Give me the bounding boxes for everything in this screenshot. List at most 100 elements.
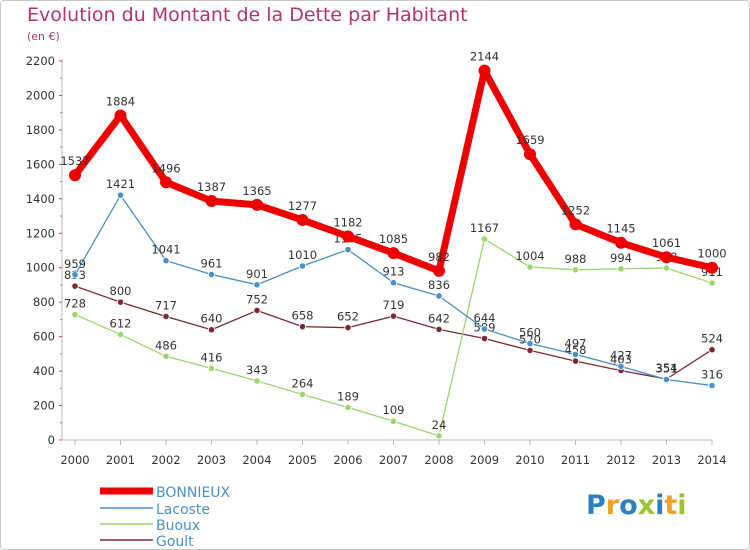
data-label: 316 (701, 368, 723, 382)
x-tick-label: 2002 (151, 453, 180, 467)
data-point (571, 266, 580, 274)
data-label: 524 (701, 332, 723, 346)
data-label: 24 (432, 418, 447, 432)
x-tick-label: 2000 (60, 453, 89, 467)
data-label: 1252 (561, 203, 590, 217)
data-point (207, 364, 216, 372)
data-point (433, 264, 445, 277)
data-point (116, 298, 125, 306)
data-label: 403 (610, 353, 632, 367)
data-label: 486 (155, 338, 177, 352)
data-label: 497 (565, 336, 587, 350)
chart-title: Evolution du Montant de la Dette par Hab… (27, 4, 468, 26)
data-label: 109 (383, 403, 405, 417)
data-point (298, 323, 307, 331)
logo-letter: i (677, 490, 687, 521)
data-label: 189 (337, 389, 359, 403)
data-label: 1085 (379, 232, 408, 246)
y-tick-label: 800 (33, 295, 55, 309)
y-tick-label: 1200 (26, 226, 55, 240)
data-point (71, 271, 79, 279)
logo-letter: r (605, 490, 620, 521)
data-label: 752 (246, 292, 268, 306)
y-tick-label: 2200 (26, 54, 55, 68)
data-label: 343 (246, 363, 268, 377)
logo-letter: t (664, 490, 678, 521)
data-label: 1421 (106, 177, 135, 191)
data-point (251, 198, 263, 211)
logo-letter: o (619, 490, 638, 521)
y-tick-label: 200 (33, 399, 55, 413)
data-label: 1010 (288, 248, 317, 262)
data-point (253, 377, 261, 385)
data-point (435, 292, 443, 300)
data-point (615, 236, 627, 249)
data-point (296, 214, 309, 227)
data-label: 1041 (151, 243, 180, 257)
data-point (526, 346, 534, 355)
data-point (662, 375, 671, 384)
data-point (71, 310, 79, 319)
data-label: 560 (519, 326, 541, 340)
data-label: 264 (292, 377, 314, 391)
data-point (480, 334, 489, 343)
data-point (708, 346, 716, 354)
x-tick-label: 2007 (379, 453, 408, 467)
data-label: 2144 (470, 50, 499, 64)
data-label: 1004 (515, 249, 544, 263)
y-tick-label: 0 (48, 433, 55, 447)
data-label: 351 (656, 362, 678, 376)
y-tick-label: 600 (33, 330, 55, 344)
data-point (344, 246, 352, 254)
data-point (160, 176, 172, 189)
data-point (69, 169, 81, 182)
x-tick-label: 2011 (561, 453, 590, 467)
data-label: 1659 (515, 133, 544, 147)
y-tick-label: 1400 (26, 192, 55, 206)
data-label: 1182 (333, 215, 362, 229)
data-point (524, 148, 536, 161)
x-tick-label: 2010 (515, 453, 544, 467)
data-point (342, 230, 354, 243)
data-point (387, 247, 400, 260)
x-tick-label: 2009 (470, 453, 499, 467)
data-point (253, 306, 261, 315)
data-point (344, 324, 352, 332)
data-point (480, 325, 489, 333)
x-tick-label: 2008 (424, 453, 453, 467)
data-label: 640 (201, 312, 223, 326)
data-point (389, 312, 398, 320)
data-point (569, 218, 582, 231)
data-point (708, 279, 716, 287)
data-label: 1496 (151, 161, 180, 175)
data-label: 982 (428, 250, 450, 264)
data-point (617, 362, 625, 371)
data-point (571, 357, 580, 365)
data-label: 520 (519, 332, 541, 346)
data-point (116, 330, 125, 339)
data-label: 1000 (697, 247, 726, 261)
data-point (389, 279, 398, 287)
data-label: 427 (610, 348, 632, 362)
logo-letter: i (655, 490, 665, 521)
legend-label: Goult (156, 534, 194, 550)
data-label: 1387 (197, 180, 226, 194)
data-label: 612 (110, 317, 132, 331)
data-point (389, 417, 398, 425)
data-point (298, 262, 307, 270)
data-point (344, 403, 352, 412)
legend-label: BONNIEUX (156, 485, 231, 501)
data-point (71, 282, 79, 290)
data-label: 1884 (106, 94, 135, 108)
data-label: 719 (383, 298, 405, 312)
data-label: 1167 (470, 221, 499, 235)
logo-letter: x (637, 490, 656, 521)
data-label: 988 (565, 252, 587, 266)
x-tick-label: 2012 (606, 453, 635, 467)
logo-letter: P (586, 490, 606, 521)
data-point (660, 251, 673, 264)
data-label: 994 (610, 251, 632, 265)
legend-label: Buoux (156, 518, 200, 534)
data-label: 913 (383, 265, 405, 279)
